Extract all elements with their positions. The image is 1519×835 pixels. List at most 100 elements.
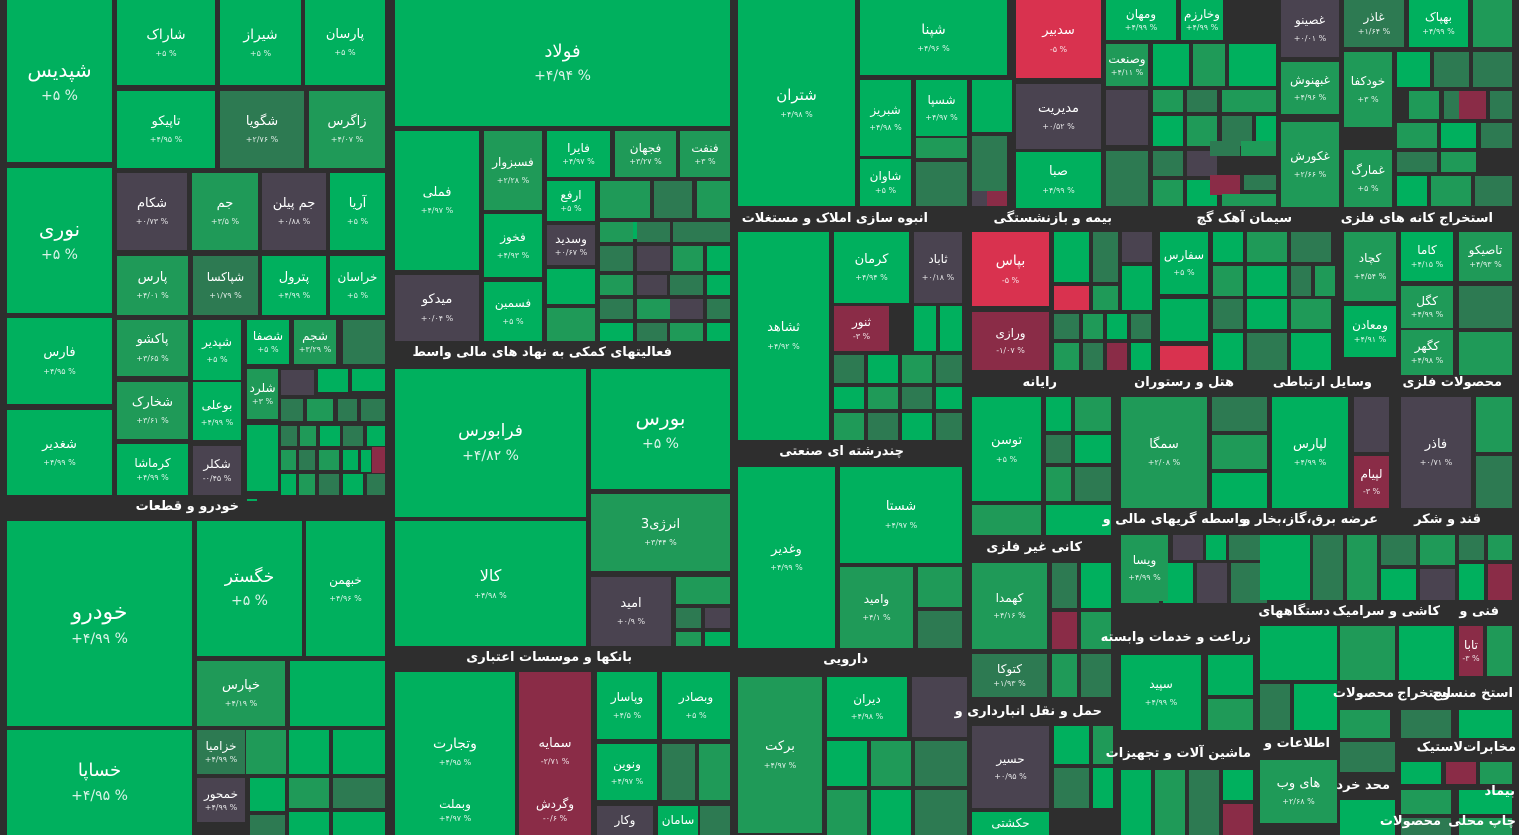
stock-tile-small[interactable] (912, 677, 967, 737)
stock-tile-small[interactable] (637, 246, 670, 271)
stock-tile-small[interactable] (600, 246, 633, 271)
stock-tile-small[interactable] (1459, 286, 1512, 328)
stock-tile-small[interactable] (1107, 343, 1127, 370)
stock-tile-small[interactable] (250, 778, 285, 811)
stock-tile-small[interactable] (1052, 563, 1077, 608)
stock-tile-small[interactable] (1490, 91, 1512, 119)
stock-tile[interactable]: نوری +۵ % (7, 168, 112, 313)
stock-tile-small[interactable] (972, 505, 1041, 535)
stock-tile-small[interactable] (637, 275, 667, 295)
stock-tile[interactable]: وبملت +۴/۹۷ % (395, 786, 515, 835)
stock-tile[interactable]: کالا +۴/۹۸ % (395, 521, 586, 646)
stock-tile-small[interactable] (915, 741, 967, 786)
stock-tile-small[interactable] (1083, 314, 1103, 339)
stock-tile-small[interactable] (1399, 626, 1454, 680)
stock-tile[interactable]: کگل +۴/۹۹ % (1401, 286, 1453, 328)
stock-tile-small[interactable] (916, 138, 967, 158)
stock-tile-small[interactable] (281, 399, 303, 421)
stock-tile-small[interactable] (1212, 435, 1267, 469)
stock-tile-small[interactable] (289, 730, 329, 774)
stock-tile-small[interactable] (1081, 563, 1111, 608)
stock-tile[interactable]: ثنور -۳ % (834, 306, 889, 351)
stock-tile[interactable]: کهمدا +۴/۱۶ % (972, 563, 1047, 649)
stock-tile-small[interactable] (320, 426, 340, 446)
stock-tile-small[interactable] (1046, 505, 1111, 535)
stock-tile-small[interactable] (600, 323, 633, 341)
stock-tile-small[interactable] (1409, 91, 1439, 119)
stock-tile-small[interactable] (918, 567, 962, 607)
stock-tile-small[interactable] (707, 246, 730, 271)
stock-tile[interactable]: وخارزم +۴/۹۹ % (1181, 0, 1223, 40)
stock-tile-small[interactable] (670, 275, 703, 295)
stock-tile-small[interactable] (1122, 266, 1152, 310)
stock-tile-small[interactable] (670, 299, 703, 319)
stock-tile-small[interactable] (1081, 654, 1111, 697)
stock-tile-small[interactable] (1163, 563, 1193, 603)
stock-tile-small[interactable] (343, 450, 358, 470)
stock-tile-small[interactable] (1420, 535, 1455, 565)
stock-tile-small[interactable] (1155, 770, 1185, 835)
stock-tile-small[interactable] (1153, 90, 1183, 112)
stock-tile-small[interactable] (319, 474, 339, 495)
stock-tile-small[interactable] (1093, 768, 1113, 808)
stock-tile-small[interactable] (1397, 176, 1427, 206)
stock-tile-small[interactable] (281, 450, 296, 470)
stock-tile[interactable]: سپید +۴/۹۹ % (1121, 655, 1201, 730)
stock-tile[interactable]: وگردش -۰/۶ % (519, 786, 591, 835)
stock-tile-small[interactable] (1473, 52, 1512, 87)
stock-tile-small[interactable] (1210, 141, 1240, 156)
stock-tile[interactable]: فاذر +۰/۷۱ % (1401, 397, 1471, 508)
stock-tile-small[interactable] (1247, 333, 1287, 370)
stock-tile-small[interactable] (1212, 473, 1267, 508)
stock-tile[interactable]: کچاد +۴/۵۴ % (1344, 232, 1396, 301)
stock-tile-small[interactable] (1354, 397, 1389, 452)
stock-tile-small[interactable] (1189, 770, 1219, 835)
stock-tile[interactable]: شجم +۳/۲۹ % (294, 320, 336, 364)
stock-tile-small[interactable] (600, 299, 633, 319)
stock-tile-small[interactable] (299, 474, 315, 495)
stock-tile[interactable]: ونوین +۴/۹۷ % (597, 744, 657, 800)
stock-tile-small[interactable] (1054, 314, 1079, 339)
stock-tile-small[interactable] (707, 299, 730, 319)
stock-tile-small[interactable] (1397, 152, 1437, 172)
stock-tile-small[interactable] (290, 661, 385, 726)
stock-tile-small[interactable] (1052, 654, 1077, 697)
stock-tile-small[interactable] (1222, 194, 1276, 206)
stock-tile[interactable]: خبهمن +۴/۹۶ % (306, 521, 385, 656)
stock-tile-small[interactable] (1054, 286, 1089, 310)
stock-tile[interactable]: وکار (597, 806, 653, 835)
stock-tile-small[interactable] (1247, 299, 1287, 329)
stock-tile[interactable]: مدیریت +۰/۵۲ % (1016, 84, 1101, 149)
stock-tile-small[interactable] (868, 355, 898, 383)
stock-tile-small[interactable] (1431, 176, 1471, 206)
stock-tile-small[interactable] (1122, 232, 1152, 262)
stock-tile-small[interactable] (1213, 299, 1243, 329)
stock-tile[interactable]: بپاس -۵ % (972, 232, 1049, 306)
stock-tile-small[interactable] (1401, 818, 1451, 835)
stock-tile-small[interactable] (1459, 818, 1512, 835)
stock-tile-small[interactable] (1213, 333, 1243, 370)
stock-tile-small[interactable] (1107, 314, 1127, 339)
stock-tile-small[interactable] (1187, 90, 1217, 112)
stock-tile[interactable]: کاما +۴/۱۵ % (1401, 232, 1453, 281)
stock-tile-small[interactable] (547, 308, 595, 341)
stock-tile[interactable]: تابا -۳ % (1459, 626, 1483, 676)
stock-tile-small[interactable] (673, 246, 703, 271)
stock-tile[interactable]: میدکو +۰/۰۴ % (395, 275, 479, 341)
stock-tile-small[interactable] (902, 355, 932, 383)
stock-tile-small[interactable] (1193, 44, 1225, 86)
stock-tile-small[interactable] (699, 744, 730, 800)
stock-tile-small[interactable] (343, 320, 385, 364)
stock-tile[interactable]: جم پیلن +۰/۸۸ % (262, 173, 326, 250)
stock-tile[interactable]: ومعادن +۴/۹۱ % (1344, 306, 1396, 357)
stock-tile-small[interactable] (361, 450, 371, 472)
stock-tile[interactable]: جم +۳/۵ % (192, 173, 258, 250)
stock-tile-small[interactable] (1459, 332, 1512, 375)
stock-tile-small[interactable] (300, 426, 316, 446)
stock-tile-small[interactable] (1081, 612, 1111, 649)
stock-tile-small[interactable] (1291, 266, 1311, 296)
stock-tile-small[interactable] (1340, 742, 1395, 772)
stock-tile[interactable]: خساپا +۴/۹۵ % (7, 730, 192, 835)
stock-tile-small[interactable] (662, 744, 695, 800)
stock-tile-small[interactable] (1075, 435, 1111, 463)
